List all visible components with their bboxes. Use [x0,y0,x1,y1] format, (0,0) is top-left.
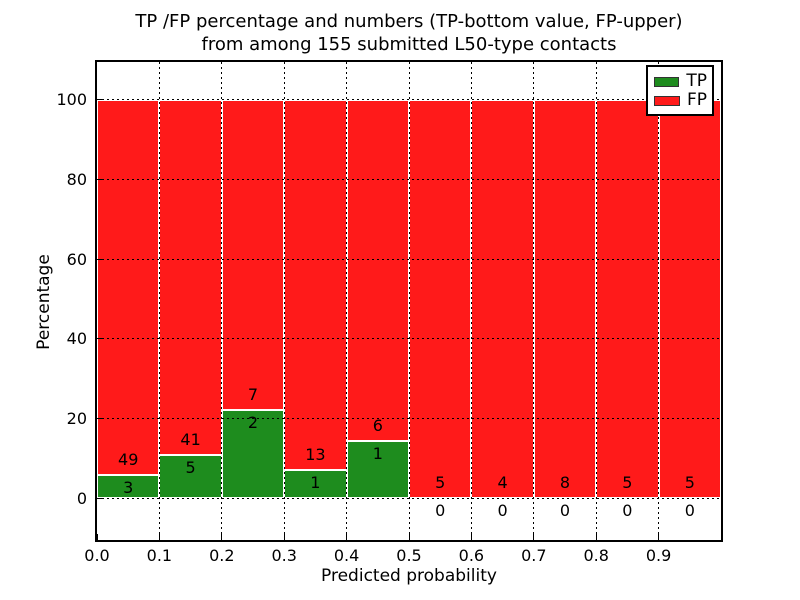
x-tick-label: 0.4 [333,546,360,565]
fp-bar-segment [97,99,160,476]
tp-bar-segment [159,454,222,499]
x-tick-mark [158,534,160,540]
fp-count-label: 49 [118,450,139,470]
legend-row-fp: FP [654,91,707,110]
y-tick-label: 60 [66,249,87,269]
gridline-horizontal [97,179,721,180]
tp-count-label: 0 [435,501,446,521]
tp-count-label: 0 [559,501,571,521]
gridline-vertical [283,62,285,540]
gridline-vertical [346,62,348,540]
x-tick-label: 0.9 [645,546,672,565]
x-tick-mark [470,534,472,540]
gridline-horizontal [97,497,721,499]
gridline-horizontal [97,99,721,101]
x-tick-label: 0.1 [146,546,173,565]
gridline-horizontal [97,418,721,419]
tp-count-label: 5 [185,457,196,477]
fp-bar-segment [471,99,534,499]
tp-bar-segment [346,441,409,499]
tp-bar-segment [221,409,285,499]
fp-bar-segment [346,99,409,442]
fp-bar-segment [533,99,597,499]
y-tick-mark [97,497,103,499]
x-tick-mark [595,534,597,540]
x-tick-label: 0.5 [396,546,422,565]
gridline-vertical [595,62,597,540]
x-tick-mark [283,534,285,540]
tp-count-label: 1 [372,444,383,464]
plot-area: 49 3 41 5 7 2 13 1 6 1 5 0 4 0 8 0 5 0 5 0 [96,62,721,540]
x-tick-label: 0.2 [209,546,235,565]
fp-count-label: 5 [435,473,446,493]
x-tick-mark [96,534,98,540]
y-tick-mark [97,338,103,340]
tp-bar-segment [97,475,160,499]
fp-count-label: 13 [305,444,326,464]
gridline-vertical [221,62,223,540]
fp-count-label: 8 [559,473,571,493]
x-tick-mark [533,534,535,540]
plot-border [95,60,723,542]
y-tick-mark [97,99,103,101]
gridline-vertical [470,62,472,540]
tp-count-label: 1 [310,472,321,492]
gridline-vertical [158,62,160,540]
tp-count-label: 2 [247,412,259,432]
y-axis-label: Percentage [34,254,54,350]
x-tick-label: 0.3 [271,546,297,565]
tp-count-label: 0 [497,501,508,521]
fp-bar-segment [596,99,659,499]
x-tick-label: 0.0 [84,546,110,565]
chart-title-line1: TP /FP percentage and numbers (TP-bottom… [135,11,683,32]
x-tick-mark [658,534,660,540]
fp-bar-segment [284,99,347,470]
fp-count-label: 4 [497,473,508,493]
tp-legend-swatch-icon [654,76,680,87]
y-tick-mark [97,258,103,260]
legend-label-tp: TP [686,71,707,91]
x-tick-mark [221,534,223,540]
fp-count-label: 5 [684,473,695,493]
tp-count-label: 0 [622,501,633,521]
fp-count-label: 7 [247,384,259,404]
x-tick-mark [346,534,348,540]
gridline-vertical [658,62,660,540]
fp-bar-segment [221,99,285,410]
x-axis-label: Predicted probability [321,566,497,586]
x-tick-mark [408,534,410,540]
y-tick-label: 40 [66,329,87,349]
y-tick-label: 0 [76,488,87,508]
x-tick-label: 0.8 [583,546,609,565]
tp-count-label: 0 [684,501,695,521]
y-tick-label: 100 [56,90,87,110]
gridline-vertical [408,62,410,540]
fp-bar-segment [159,99,222,455]
fp-count-label: 5 [622,473,633,493]
fp-bar-segment [658,99,721,499]
gridline-vertical [533,62,535,540]
tp-count-label: 3 [123,478,134,498]
legend-row-tp: TP [654,72,707,91]
fp-count-label: 41 [180,429,201,449]
fp-bar-segment [409,99,472,499]
y-tick-label: 20 [66,409,87,428]
y-tick-mark [97,418,103,419]
tp-bar-segment [284,469,347,499]
y-tick-mark [97,179,103,180]
gridline-horizontal [97,258,721,260]
x-tick-label: 0.6 [458,546,485,565]
gridline-horizontal [97,338,721,340]
legend: TP FP [646,65,714,116]
chart-title: TP /FP percentage and numbers (TP-bottom… [97,10,721,56]
x-tick-label: 0.7 [521,546,547,565]
legend-label-fp: FP [686,90,707,110]
chart-title-line2: from among 155 submitted L50-type contac… [201,34,617,55]
y-tick-label: 80 [66,170,87,189]
fp-count-label: 6 [372,416,383,436]
fp-legend-swatch-icon [654,95,680,106]
